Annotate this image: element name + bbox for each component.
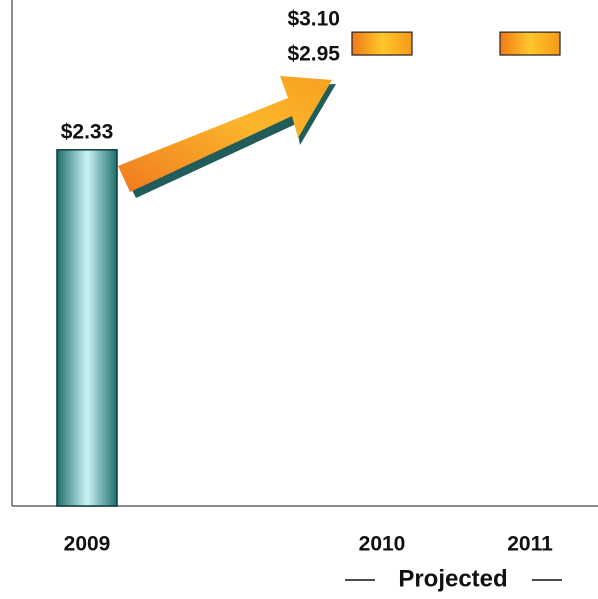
- x-tick-label: 2010: [359, 533, 406, 556]
- annotation: Projected: [398, 565, 507, 592]
- data-label: $2.33: [61, 120, 114, 143]
- data-label: $2.95: [287, 43, 340, 66]
- x-tick-label: 2009: [64, 533, 111, 556]
- range-bar: [351, 31, 413, 56]
- arrow: [118, 76, 332, 192]
- bar: [56, 149, 118, 507]
- x-tick-label: 2011: [507, 533, 553, 556]
- data-label: $3.10: [287, 8, 340, 31]
- range-bar: [499, 31, 561, 56]
